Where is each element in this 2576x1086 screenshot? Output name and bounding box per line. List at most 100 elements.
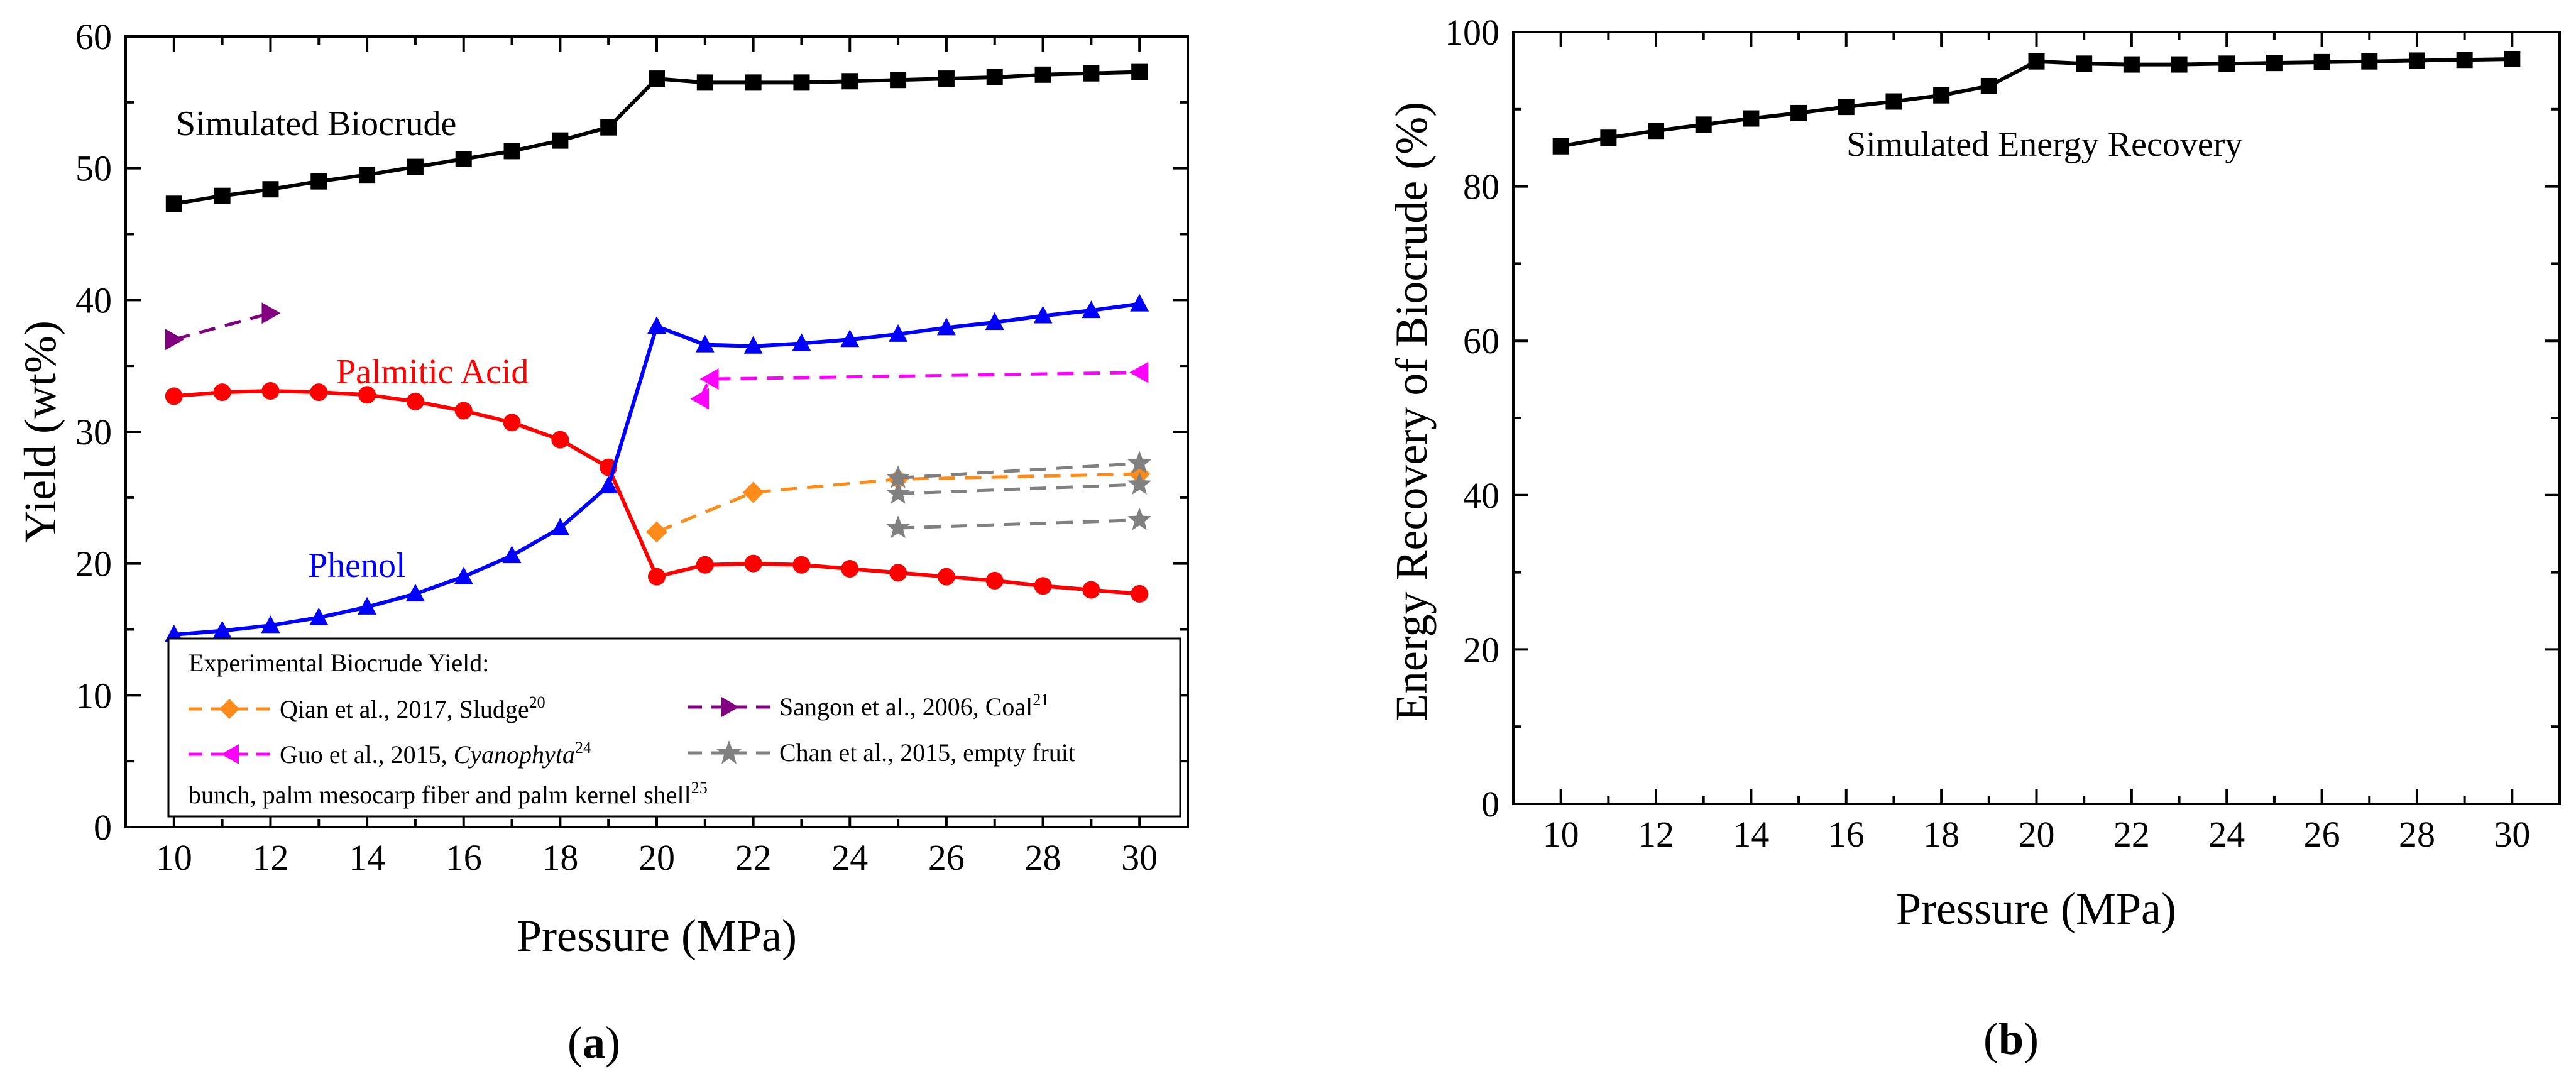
legend-label-chan: Chan et al., 2015, empty fruit (779, 738, 1075, 767)
data-point (1790, 104, 1807, 121)
data-point (310, 383, 328, 402)
data-point (261, 382, 280, 400)
series-layer-b (1552, 50, 2521, 155)
data-point (165, 329, 184, 351)
x-tick-label: 26 (928, 837, 965, 878)
y-tick-label: 30 (75, 412, 112, 452)
data-point (1083, 65, 1100, 82)
x-axis-title-b: Pressure (MPa) (1896, 884, 2176, 934)
data-point (2076, 55, 2093, 72)
legend-entry-sangon: Sangon et al., 2006, Coal21 (688, 691, 1049, 721)
data-point (1127, 451, 1152, 474)
data-point (886, 465, 911, 488)
x-tick-label: 24 (2208, 814, 2245, 855)
data-point (261, 302, 281, 324)
data-point (358, 596, 377, 615)
data-point (2313, 53, 2330, 70)
legend-sup-guo: 24 (575, 738, 591, 757)
y-tick-label: 100 (1445, 12, 1499, 53)
legend-sup-qian: 20 (529, 693, 545, 711)
data-point (214, 187, 231, 204)
data-point (1127, 471, 1152, 495)
data-point (938, 70, 955, 87)
data-point (792, 556, 811, 574)
data-point (695, 334, 715, 353)
y-tick-label: 0 (1481, 784, 1499, 825)
data-point (2123, 56, 2140, 73)
data-point (310, 173, 327, 190)
data-point (690, 388, 710, 410)
data-point (1131, 63, 1148, 80)
series-line (898, 483, 1140, 495)
data-point (841, 560, 859, 578)
x-tick-label: 22 (2113, 814, 2150, 855)
series-0 (1552, 50, 2521, 155)
data-point (1034, 577, 1052, 595)
data-point (889, 564, 907, 582)
y-tick-label: 20 (75, 544, 112, 584)
data-point (2266, 55, 2283, 72)
data-point (699, 368, 719, 390)
legend-sup-sangon: 21 (1033, 691, 1049, 709)
data-point (2218, 55, 2235, 72)
data-point (599, 475, 618, 493)
data-point (1129, 361, 1149, 383)
legend-box (167, 637, 1181, 818)
series-line (897, 461, 1140, 480)
series-line (656, 472, 1140, 534)
data-point (407, 158, 424, 175)
series-8 (886, 507, 1152, 539)
data-point (359, 167, 376, 184)
data-point (309, 607, 329, 625)
data-point (841, 73, 858, 90)
plot-frame-b (1512, 31, 2561, 805)
data-point (454, 402, 473, 420)
series-5 (690, 361, 1149, 410)
y-tick-label: 20 (1463, 629, 1499, 670)
data-point (649, 70, 665, 87)
data-point (1933, 87, 1950, 104)
x-tick-label: 16 (1828, 814, 1865, 855)
data-point (745, 74, 762, 91)
data-point (2456, 52, 2473, 69)
data-point (358, 386, 376, 404)
svg-text:Qian et al., 2017, Sludge20: Qian et al., 2017, Sludge20 (280, 693, 545, 723)
data-point (890, 72, 907, 89)
data-point (744, 554, 762, 573)
data-point (1130, 293, 1149, 312)
data-point (646, 521, 667, 543)
data-point (1838, 99, 1855, 116)
data-point (262, 181, 279, 198)
caption-a: (a) (567, 1017, 620, 1068)
series-0 (165, 63, 1148, 212)
data-point (647, 316, 666, 334)
data-point (1600, 129, 1617, 146)
series-2 (164, 293, 1149, 642)
data-point (986, 69, 1003, 85)
y-tick-label: 40 (1463, 475, 1499, 516)
data-point (793, 74, 810, 91)
annotation-simulated-energy-recovery: Simulated Energy Recovery (1846, 125, 2242, 164)
y-tick-label: 10 (75, 675, 112, 716)
series-7 (886, 471, 1152, 504)
x-tick-label: 14 (349, 837, 385, 878)
data-point (2408, 52, 2425, 69)
data-point (1127, 507, 1152, 530)
data-point (213, 383, 231, 402)
data-point (1743, 110, 1760, 127)
x-tick-label: 12 (252, 837, 288, 878)
data-point (1695, 116, 1712, 133)
chart-panel-a: 10 12 14 16 18 20 22 24 26 28 30 0 10 20 30 40 50 60 Simu… (15, 16, 1189, 1068)
legend-continuation-chan: bunch, palm mesocarp fiber and palm kern… (189, 781, 691, 809)
data-point (840, 329, 860, 348)
data-point (985, 571, 1004, 590)
data-point (2361, 53, 2378, 70)
data-point (1885, 93, 1902, 110)
caption-b: (b) (1983, 1014, 2039, 1064)
legend-label-guo-italic: Cyanophyta (454, 740, 575, 769)
y-tick-label: 80 (1463, 167, 1499, 207)
y-tick-label: 50 (75, 148, 112, 189)
legend-a: Experimental Biocrude Yield: Qian et al.… (167, 637, 1181, 818)
series-4 (165, 302, 281, 351)
